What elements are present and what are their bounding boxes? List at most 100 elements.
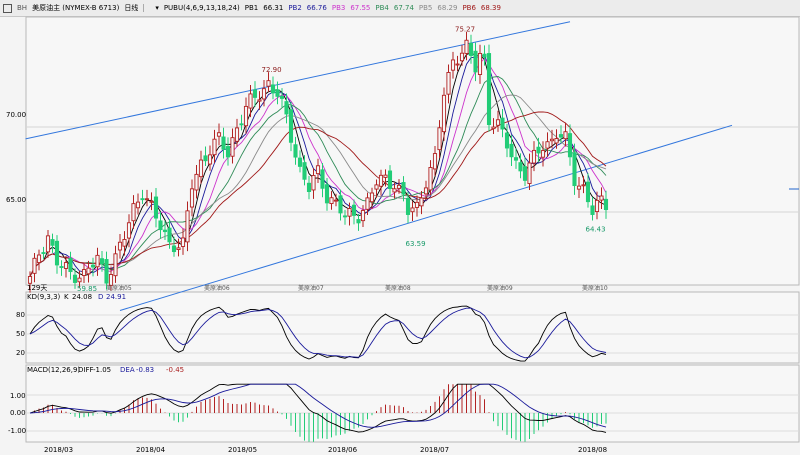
trend-lines [25, 21, 733, 311]
kd-tick-50: 50 [16, 330, 25, 338]
candle-body [437, 127, 442, 151]
candle-body [171, 245, 177, 253]
candle-body [207, 154, 213, 165]
candle-body [108, 274, 114, 286]
main-panel-frame [25, 16, 800, 286]
candle-body [486, 53, 492, 126]
candle-body [86, 267, 91, 275]
candle-body [180, 237, 186, 247]
candle-body [59, 266, 64, 268]
candle-body [338, 195, 343, 214]
candle-body [140, 198, 145, 201]
candle-body [378, 174, 384, 187]
date-label-2018-08: 2018/08 [578, 446, 607, 454]
kd-label: KD(9,3,3) [27, 293, 61, 301]
candle-body [504, 132, 510, 149]
candle-body [104, 259, 109, 284]
panel-frames [25, 16, 800, 443]
candle-body [482, 53, 487, 58]
candle-body [194, 173, 199, 191]
candle-body [495, 119, 501, 126]
candle-body [68, 258, 73, 273]
candle-body [468, 42, 474, 56]
candle-body [446, 72, 451, 95]
macd-label: MACD(12,26,9) [27, 366, 80, 374]
candle-body [239, 123, 244, 126]
instrument-code: BH [17, 4, 28, 12]
candle-body [122, 239, 127, 247]
candle-body [590, 205, 595, 215]
contract-label-05: 美原油05 [106, 284, 132, 292]
annotation-63-59: 63.59 [406, 240, 426, 248]
candle-body [518, 162, 523, 172]
ma-line-pb5 [29, 94, 607, 277]
candle-body [581, 184, 586, 187]
candle-body [522, 166, 528, 181]
candle-body [536, 146, 541, 154]
candle-body [369, 192, 375, 203]
candle-body [432, 153, 438, 170]
macd-histogram-value: -0.45 [166, 366, 184, 374]
candle-body [329, 197, 334, 205]
pb6-name: PB6 [462, 4, 476, 12]
instrument-name: 美原油主 (NYMEX-B 6713) [32, 4, 120, 12]
square-icon[interactable] [3, 3, 12, 13]
kd-k-name: K [64, 293, 69, 301]
candle-body [356, 219, 361, 224]
candle-body [459, 52, 465, 62]
candle-body [257, 99, 262, 102]
candle-body [158, 220, 163, 231]
kd-tick-80: 80 [16, 311, 25, 319]
date-label-2018-05: 2018/05 [228, 446, 257, 454]
candle-body [95, 254, 100, 268]
macd-tick-1: 1.00 [10, 392, 26, 400]
macd-diff-line [29, 383, 607, 433]
arrow-icon[interactable]: ▾ [155, 4, 159, 12]
candle-body [126, 222, 132, 239]
candle-body [45, 235, 51, 253]
candle-body [383, 174, 388, 178]
candle-body [603, 198, 609, 211]
candle-body [167, 227, 172, 243]
candle-body [509, 143, 514, 158]
annotation-75-27: 75.27 [455, 26, 475, 34]
candle-body [599, 195, 604, 201]
candle-body [396, 184, 402, 189]
candle-body [392, 188, 397, 193]
candle-body [41, 252, 46, 255]
macd-diff-value: -1.05 [93, 366, 111, 374]
candle-body [293, 144, 298, 158]
candle-body [50, 239, 55, 246]
period-label[interactable]: 日线 [124, 4, 139, 12]
pb1-value: 66.31 [263, 4, 284, 12]
candle-body [302, 162, 307, 180]
candle-body [342, 215, 348, 218]
candle-body [554, 138, 559, 144]
candle-body [162, 229, 168, 233]
main-indicator-label: PUBU(4,6,9,13,18,24) [163, 4, 240, 12]
pb1-name: PB1 [244, 4, 259, 12]
candle-body [32, 257, 37, 274]
candle-body [365, 197, 370, 210]
kd-k-value: 24.08 [72, 293, 92, 301]
kd-tick-20: 20 [16, 349, 25, 357]
macd-panel [29, 383, 607, 442]
ma-line-pb3 [29, 58, 607, 277]
candle-body [90, 264, 96, 268]
kd-d-line [29, 307, 607, 359]
candle-body [500, 117, 505, 130]
candle-body [243, 105, 249, 127]
candle-body [261, 88, 267, 100]
candle-body [527, 162, 532, 184]
contract-label-10: 美原油10 [582, 284, 608, 292]
candle-body [428, 167, 433, 191]
upper-channel-line [25, 21, 571, 140]
macd-dea-line [29, 383, 607, 428]
candles [27, 31, 609, 293]
candle-body [545, 141, 550, 149]
annotation-72-90: 72.90 [262, 66, 282, 74]
candle-body [113, 253, 118, 277]
candle-body [576, 185, 582, 190]
